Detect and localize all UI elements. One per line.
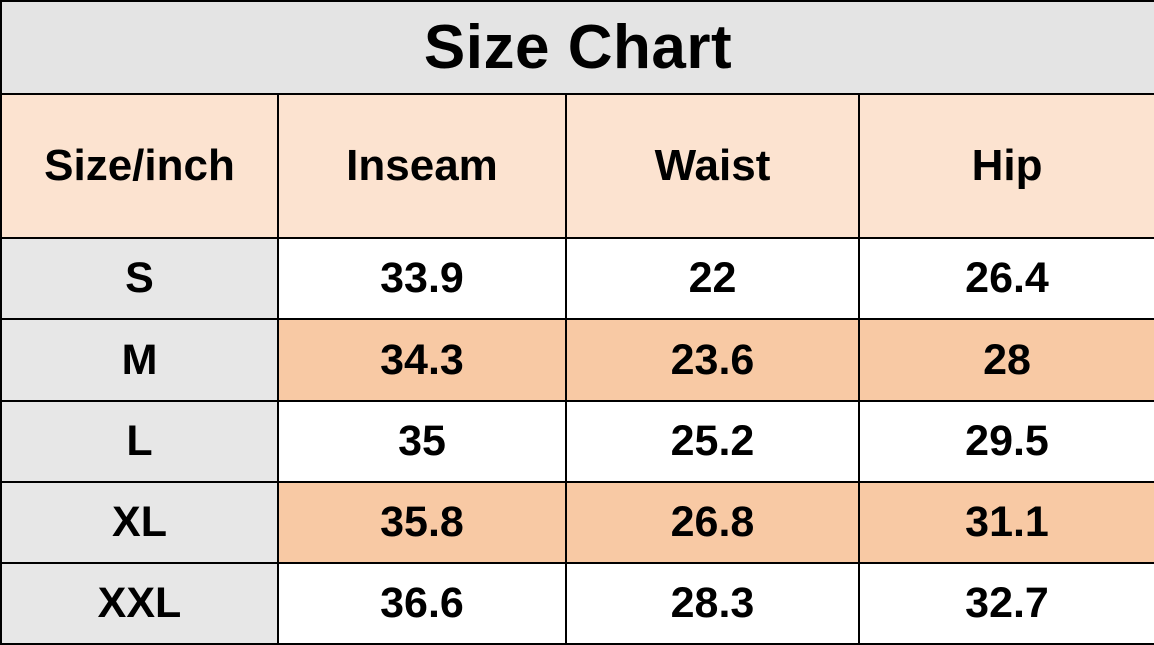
- waist-value: 22: [565, 237, 860, 321]
- waist-value: 28.3: [565, 561, 860, 645]
- size-label: XXL: [0, 561, 279, 645]
- hip-value: 26.4: [857, 237, 1154, 321]
- inseam-value: 35: [277, 399, 567, 483]
- column-header-waist: Waist: [565, 93, 860, 240]
- page-title: Size Chart: [0, 0, 1154, 96]
- hip-value: 28: [857, 318, 1154, 402]
- size-label: XL: [0, 480, 279, 564]
- table-row-m: M 34.3 23.6 28: [0, 318, 1154, 402]
- table-row-s: S 33.9 22 26.4: [0, 237, 1154, 321]
- hip-value: 29.5: [857, 399, 1154, 483]
- hip-value: 31.1: [857, 480, 1154, 564]
- inseam-value: 36.6: [277, 561, 567, 645]
- inseam-value: 34.3: [277, 318, 567, 402]
- title-row: Size Chart: [0, 0, 1154, 96]
- size-label: S: [0, 237, 279, 321]
- column-header-hip: Hip: [857, 93, 1154, 240]
- size-label: L: [0, 399, 279, 483]
- column-header-size: Size/inch: [0, 93, 279, 240]
- column-header-inseam: Inseam: [277, 93, 567, 240]
- waist-value: 26.8: [565, 480, 860, 564]
- table-row-xxl: XXL 36.6 28.3 32.7: [0, 561, 1154, 645]
- waist-value: 23.6: [565, 318, 860, 402]
- table-row-l: L 35 25.2 29.5: [0, 399, 1154, 483]
- size-label: M: [0, 318, 279, 402]
- column-header-row: Size/inch Inseam Waist Hip: [0, 93, 1154, 240]
- inseam-value: 33.9: [277, 237, 567, 321]
- inseam-value: 35.8: [277, 480, 567, 564]
- waist-value: 25.2: [565, 399, 860, 483]
- hip-value: 32.7: [857, 561, 1154, 645]
- table-row-xl: XL 35.8 26.8 31.1: [0, 480, 1154, 564]
